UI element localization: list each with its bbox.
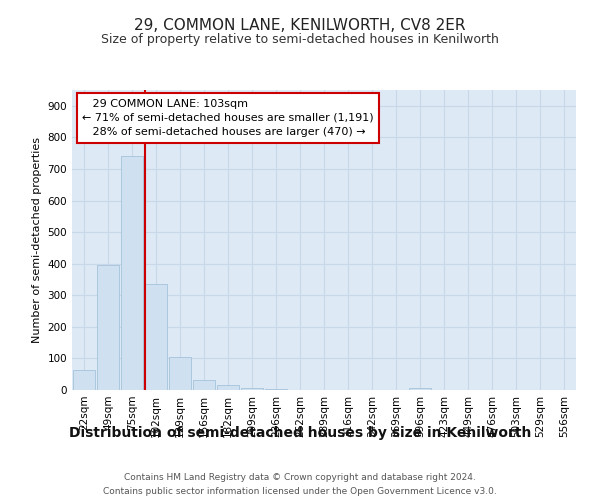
Bar [409, 388, 431, 390]
Text: 29 COMMON LANE: 103sqm
← 71% of semi-detached houses are smaller (1,191)
   28% : 29 COMMON LANE: 103sqm ← 71% of semi-det… [82, 99, 374, 137]
Bar [265, 388, 287, 390]
Bar [169, 356, 191, 390]
Bar [241, 388, 263, 390]
Text: Contains HM Land Registry data © Crown copyright and database right 2024.: Contains HM Land Registry data © Crown c… [124, 473, 476, 482]
Bar [121, 156, 143, 390]
Text: Distribution of semi-detached houses by size in Kenilworth: Distribution of semi-detached houses by … [69, 426, 531, 440]
Bar [73, 370, 95, 390]
Bar [193, 380, 215, 390]
Text: Size of property relative to semi-detached houses in Kenilworth: Size of property relative to semi-detach… [101, 32, 499, 46]
Text: Contains public sector information licensed under the Open Government Licence v3: Contains public sector information licen… [103, 486, 497, 496]
Y-axis label: Number of semi-detached properties: Number of semi-detached properties [32, 137, 42, 343]
Bar [145, 284, 167, 390]
Text: 29, COMMON LANE, KENILWORTH, CV8 2ER: 29, COMMON LANE, KENILWORTH, CV8 2ER [134, 18, 466, 32]
Bar [217, 386, 239, 390]
Bar [97, 266, 119, 390]
